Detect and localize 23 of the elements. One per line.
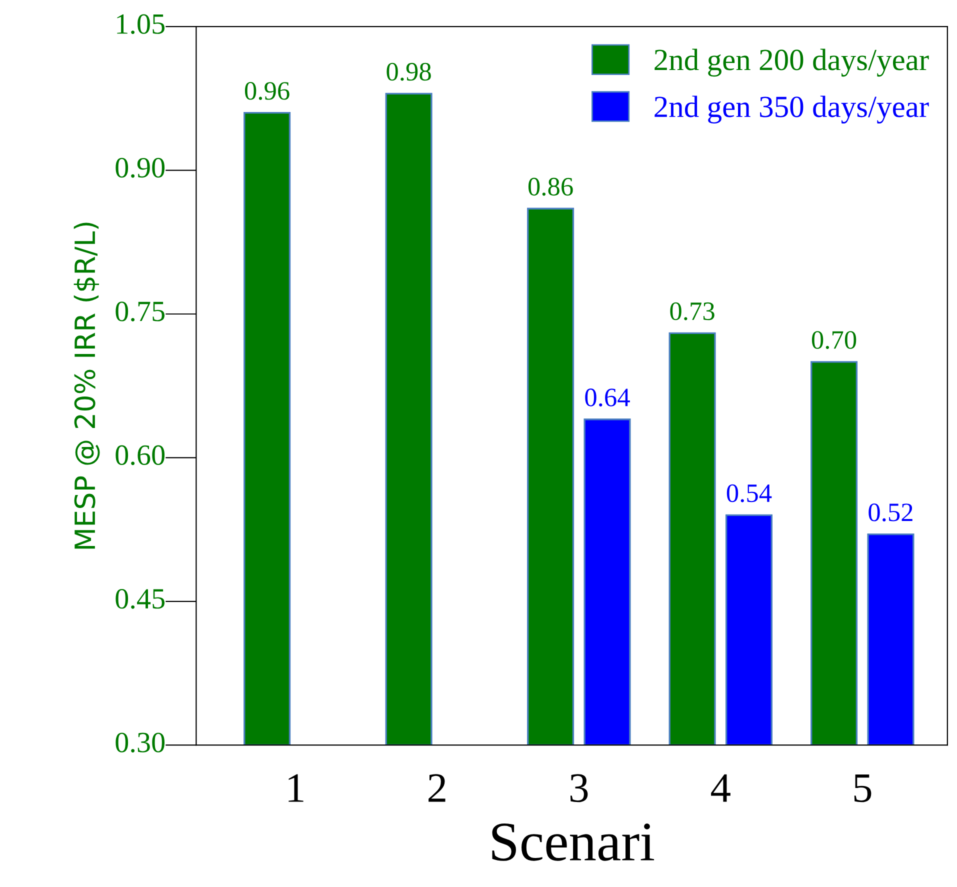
y-tick-label: 0.75 xyxy=(116,302,164,322)
y-axis-title: MESP @ 20% IRR ($R/L) xyxy=(74,222,100,549)
data-label: 0.64 xyxy=(585,388,630,406)
data-label: 0.52 xyxy=(868,503,912,522)
legend-label: 2nd gen 350 days/year xyxy=(654,96,929,124)
legend-label: 2nd gen 200 days/year xyxy=(654,48,929,77)
y-tick-label: 1.05 xyxy=(117,14,164,34)
data-label: 0.98 xyxy=(386,62,431,81)
x-tick-label: 4 xyxy=(711,774,730,802)
data-label: 0.70 xyxy=(812,331,856,349)
y-tick-label: 0.90 xyxy=(116,158,165,178)
y-tick-label: 0.60 xyxy=(116,445,165,466)
data-label: 0.54 xyxy=(726,484,772,502)
x-tick-label: 5 xyxy=(854,774,872,802)
y-tick-label: 0.45 xyxy=(116,589,164,609)
y-tick-label: 0.30 xyxy=(116,732,165,753)
x-axis-title: Scenari xyxy=(492,824,654,861)
data-label: 0.73 xyxy=(670,302,714,320)
data-label: 0.86 xyxy=(528,178,573,196)
x-tick-label: 1 xyxy=(288,774,304,802)
x-tick-label: 2 xyxy=(428,774,446,802)
x-tick-label: 3 xyxy=(570,774,588,802)
data-label: 0.96 xyxy=(244,82,290,100)
